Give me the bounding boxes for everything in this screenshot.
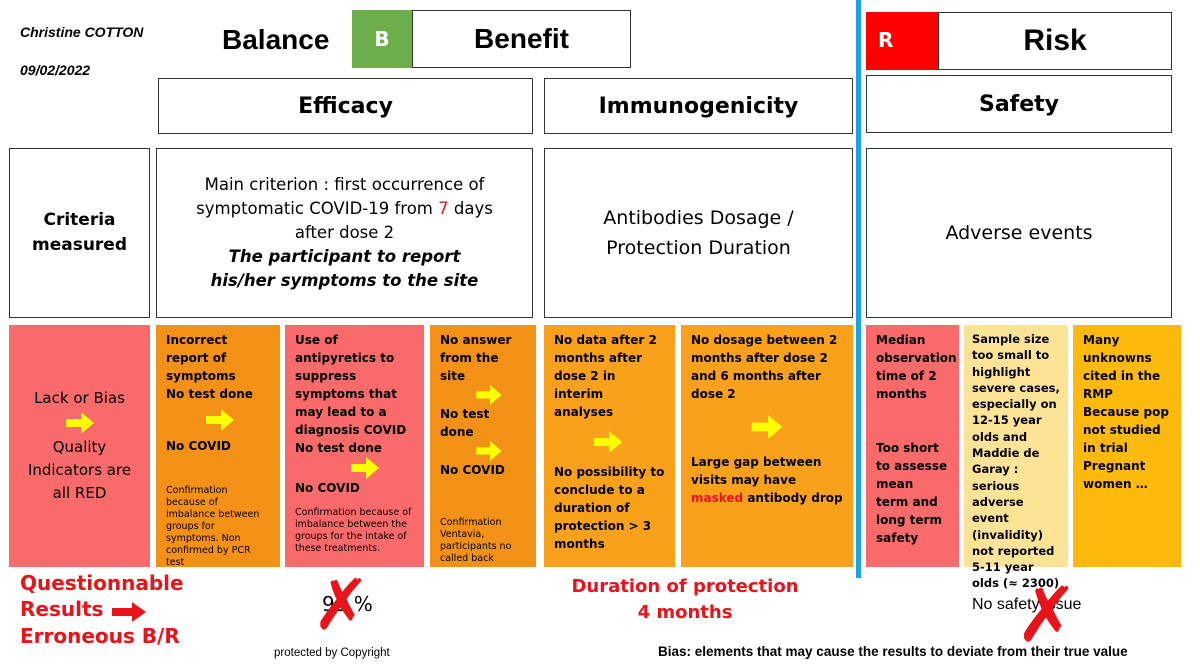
efficacy-criterion-post: days after dose 2 <box>294 199 493 242</box>
masked-word: masked <box>691 491 744 505</box>
arrow-right-icon <box>206 409 234 431</box>
category-safety: Safety <box>866 75 1172 133</box>
card-text: No possibility to conclude to a duration… <box>554 465 665 551</box>
author-name: Christine COTTON <box>20 24 144 40</box>
duration-of-protection-label: Duration of protection <box>571 576 799 597</box>
safety-card-observation-time: Median observation time of 2 months Too … <box>866 325 959 567</box>
benefit-risk-divider <box>856 0 861 578</box>
card-text: Too short to assesse mean term and long … <box>876 441 948 545</box>
card-text: Large gap between visits may have masked… <box>691 453 843 507</box>
safety-criterion: Adverse events <box>866 148 1172 318</box>
arrow-right-icon <box>351 457 379 479</box>
card-text: No answer from the site <box>440 333 512 383</box>
card-text: No COVID <box>166 439 231 453</box>
cross-mark-icon: ✗ <box>1015 573 1079 658</box>
arrow-right-icon <box>65 412 94 434</box>
arrow-right-icon <box>751 415 783 439</box>
safety-card-unknowns: Many unknowns cited in the RMP Because p… <box>1073 325 1181 567</box>
immunogenicity-card-no-data: No data after 2 months after dose 2 in i… <box>544 325 675 567</box>
card-text: No dosage between 2 months after dose 2 … <box>691 333 838 401</box>
efficacy-result-value: 95 % <box>322 592 373 616</box>
copyright-note: protected by Copyright <box>274 647 390 659</box>
card-text: No test done <box>295 441 382 455</box>
card-text: No test done <box>440 407 490 439</box>
card-text: No test done <box>166 387 253 401</box>
safety-card-sample-size: Sample size too small to highlight sever… <box>964 325 1068 590</box>
immunogenicity-card-no-dosage: No dosage between 2 months after dose 2 … <box>681 325 853 567</box>
risk-letter-badge: R <box>866 12 938 70</box>
card-text-pre: Large gap between visits may have <box>691 455 822 487</box>
lack-or-bias-card: Lack or Bias Quality Indicators are all … <box>9 325 150 567</box>
card-text: Use of antipyretics to suppress symptoms… <box>295 333 407 437</box>
category-efficacy: Efficacy <box>158 78 533 134</box>
balance-title: Balance <box>222 24 330 55</box>
card-text: Median observation time of 2 months <box>876 333 957 401</box>
quality-indicators-text: Quality Indicators are all RED <box>27 438 132 502</box>
card-text: No COVID <box>440 463 505 477</box>
criteria-measured-label: Criteria measured <box>9 148 150 318</box>
efficacy-card-antipyretics: Use of antipyretics to suppress symptoms… <box>285 325 424 567</box>
risk-title: Risk <box>938 12 1172 70</box>
slide-date: 09/02/2022 <box>20 62 91 78</box>
category-immunogenicity: Immunogenicity <box>544 78 853 134</box>
efficacy-criterion-pre: Main criterion : first occurrence of sym… <box>196 175 485 218</box>
card-text: No COVID <box>295 481 360 495</box>
arrow-right-icon <box>476 385 502 405</box>
cross-mark-icon: ✗ <box>312 566 371 644</box>
card-text: Incorrect report of symptoms <box>166 333 236 383</box>
efficacy-criterion: Main criterion : first occurrence of sym… <box>156 148 533 318</box>
card-text: Sample size too small to highlight sever… <box>972 332 1060 558</box>
safety-result: No safety issue <box>972 596 1082 613</box>
red-arrow-right-icon <box>112 602 146 622</box>
card-text: 5-11 year olds (≈ 2300) <box>972 560 1060 591</box>
erroneous-br: Erroneous B/R <box>20 624 180 648</box>
card-text-post: antibody drop <box>743 491 843 505</box>
bias-definition: Bias: elements that may cause the result… <box>658 644 1128 659</box>
efficacy-criterion-italic: The participant to report his/her sympto… <box>210 247 479 290</box>
duration-of-protection-value: 4 months <box>637 602 733 623</box>
efficacy-card-no-answer: No answer from the site No test done No … <box>430 325 536 567</box>
benefit-title: Benefit <box>412 10 631 68</box>
benefit-letter-badge: B <box>352 10 412 68</box>
efficacy-card-incorrect-report: Incorrect report of symptoms No test don… <box>156 325 280 568</box>
lack-or-bias-title: Lack or Bias <box>34 389 125 407</box>
card-note: Confirmation Ventavia, participants no c… <box>440 517 512 564</box>
arrow-right-icon <box>594 431 622 453</box>
questionable-results: Questionnable Results <box>20 571 184 621</box>
card-note: Confirmation because of imbalance betwee… <box>166 485 260 568</box>
immunogenicity-criterion: Antibodies Dosage / Protection Duration <box>544 148 853 318</box>
efficacy-criterion-days: 7 <box>438 199 449 218</box>
card-note: Confirmation because of imbalance betwee… <box>295 507 412 554</box>
arrow-right-icon <box>476 441 502 461</box>
card-text: No data after 2 months after dose 2 in i… <box>554 333 657 419</box>
card-text: Many unknowns cited in the RMP Because p… <box>1083 333 1169 491</box>
